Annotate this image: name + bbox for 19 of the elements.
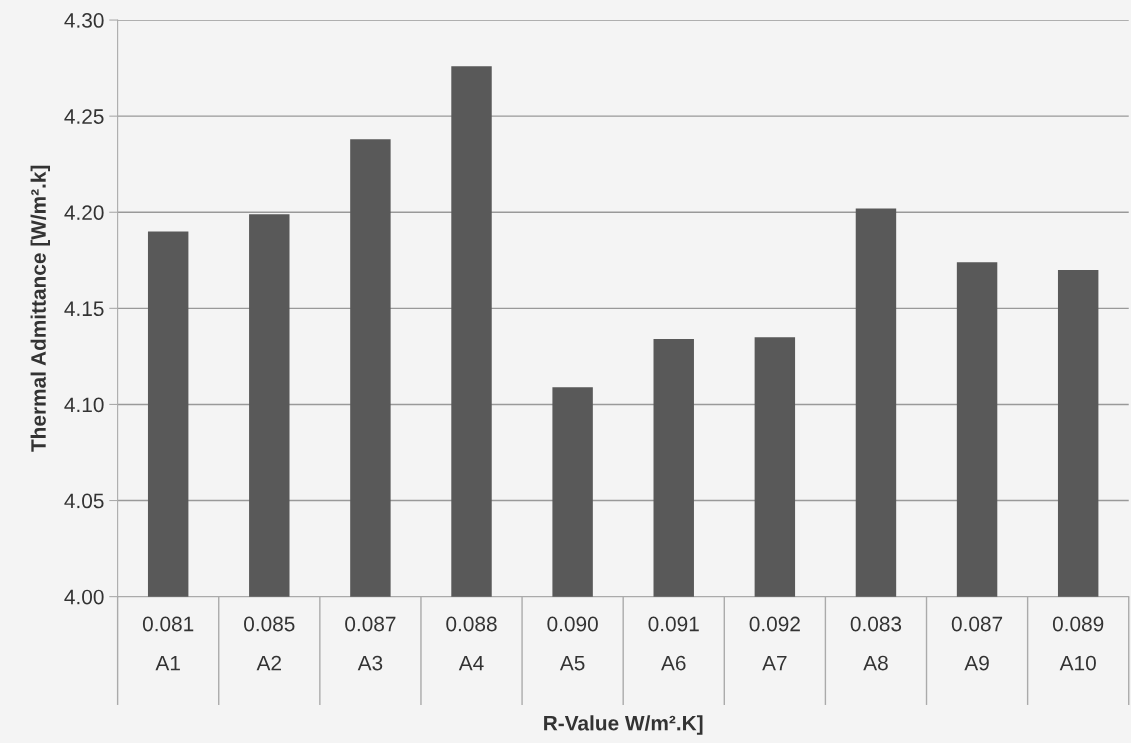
x-tick-label: 0.085 A2 [244,616,295,671]
y-tick-label: 4.20 [64,205,104,220]
y-tick-label: 4.30 [64,13,104,28]
x-tick-label: 0.083 A8 [850,616,902,671]
x-tick-label: 0.081 A1 [142,616,194,671]
y-tick-label: 4.05 [64,493,104,509]
y-tick-label: 4.25 [64,109,104,124]
x-tick-label: 0.090 A5 [547,616,598,671]
x-tick-label: 0.088 A4 [446,616,497,671]
y-axis-title: Thermal Admittance [W/m².k] [30,165,50,452]
x-tick-label: 0.087 A9 [951,616,1003,671]
y-tick-label: 4.10 [64,397,104,413]
y-tick-label: 4.15 [64,301,104,317]
x-tick-label: 0.089 A10 [1052,616,1104,671]
x-tick-label: 0.087 A3 [345,616,396,671]
x-tick-label: 0.092 A7 [749,616,800,671]
x-axis-title: R-Value W/m².K] [544,715,703,735]
y-tick-label: 4.00 [64,589,104,605]
x-tick-label: 0.091 A6 [648,616,699,671]
